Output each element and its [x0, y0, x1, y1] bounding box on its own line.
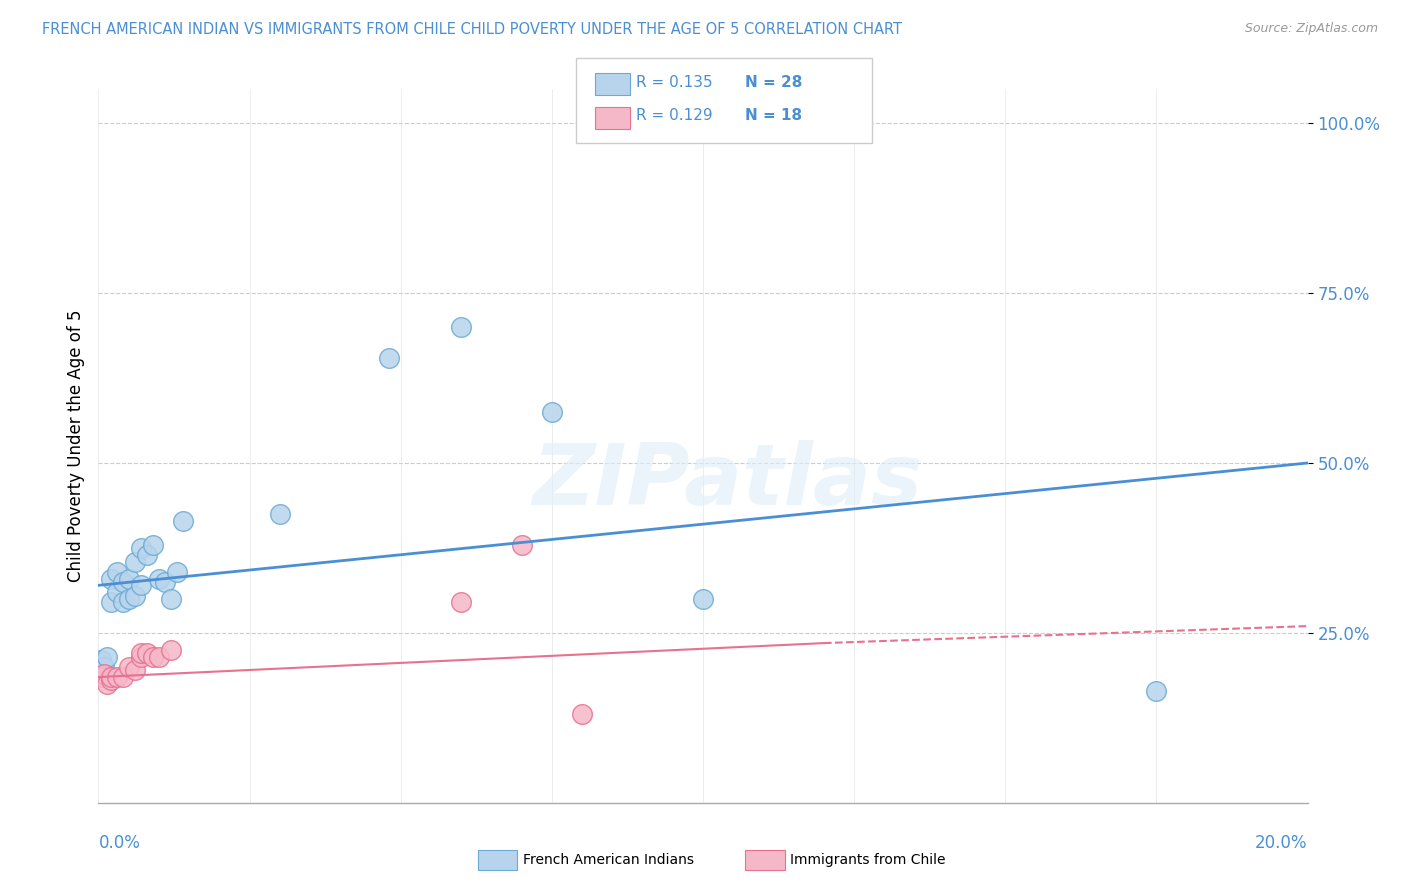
Point — [96, 677, 118, 691]
Text: R = 0.129: R = 0.129 — [636, 109, 711, 123]
Point — [100, 673, 122, 688]
Point — [111, 595, 134, 609]
Point — [129, 646, 152, 660]
Point — [172, 514, 194, 528]
Point — [450, 595, 472, 609]
Text: R = 0.135: R = 0.135 — [636, 75, 711, 89]
Point — [160, 643, 183, 657]
Point — [540, 405, 562, 419]
Point — [129, 541, 152, 555]
Point — [571, 707, 593, 722]
Point — [96, 649, 118, 664]
Point — [269, 507, 291, 521]
Point — [510, 537, 533, 551]
Point — [166, 565, 188, 579]
Point — [135, 548, 157, 562]
Text: ZIPatlas: ZIPatlas — [531, 440, 922, 524]
Point — [148, 649, 170, 664]
Point — [148, 572, 170, 586]
Point — [124, 555, 146, 569]
Point — [160, 591, 183, 606]
Text: French American Indians: French American Indians — [523, 853, 695, 867]
Text: N = 18: N = 18 — [745, 109, 803, 123]
Point — [93, 660, 115, 674]
Point — [377, 351, 399, 365]
Point — [129, 649, 152, 664]
Point — [105, 670, 128, 684]
Text: Immigrants from Chile: Immigrants from Chile — [790, 853, 946, 867]
Point — [1144, 683, 1167, 698]
Point — [105, 565, 128, 579]
Point — [692, 591, 714, 606]
Point — [124, 663, 146, 677]
Point — [90, 670, 112, 684]
Point — [450, 320, 472, 334]
Y-axis label: Child Poverty Under the Age of 5: Child Poverty Under the Age of 5 — [66, 310, 84, 582]
Point — [111, 670, 134, 684]
Point — [118, 660, 141, 674]
Point — [142, 649, 165, 664]
Point — [100, 595, 122, 609]
Point — [135, 646, 157, 660]
Point — [105, 585, 128, 599]
Text: 0.0%: 0.0% — [98, 834, 141, 852]
Point — [118, 572, 141, 586]
Point — [93, 666, 115, 681]
Point — [129, 578, 152, 592]
Point — [100, 670, 122, 684]
Point — [142, 537, 165, 551]
Point — [124, 589, 146, 603]
Point — [100, 572, 122, 586]
Point — [153, 574, 176, 589]
Text: FRENCH AMERICAN INDIAN VS IMMIGRANTS FROM CHILE CHILD POVERTY UNDER THE AGE OF 5: FRENCH AMERICAN INDIAN VS IMMIGRANTS FRO… — [42, 22, 903, 37]
Text: Source: ZipAtlas.com: Source: ZipAtlas.com — [1244, 22, 1378, 36]
Text: N = 28: N = 28 — [745, 75, 803, 89]
Point — [90, 653, 112, 667]
Point — [118, 591, 141, 606]
Text: 20.0%: 20.0% — [1256, 834, 1308, 852]
Point — [111, 574, 134, 589]
